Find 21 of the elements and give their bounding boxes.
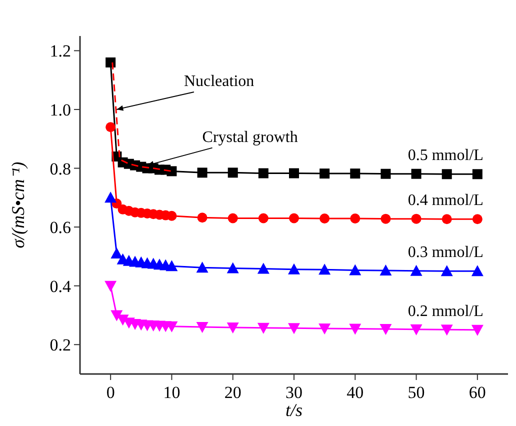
y-tick-label: 0.4 [50, 276, 72, 296]
series-label: 0.3 mmol/L [408, 244, 484, 262]
x-tick-label: 50 [408, 383, 425, 402]
x-tick-label: 0 [106, 383, 115, 402]
y-tick-label: 0.2 [50, 336, 71, 355]
y-axis-title: σ/(mS•cm⁻¹) [8, 162, 28, 248]
series-label: 0.4 mmol/L [408, 192, 484, 210]
annotation: Crystal growth [202, 128, 298, 146]
x-tick-label: 20 [224, 383, 242, 402]
x-tick-label: 10 [163, 383, 180, 402]
y-tick-label: 1.2 [50, 42, 71, 61]
series-label: 0.2 mmol/L [408, 302, 484, 320]
x-axis-title: t/s [285, 400, 303, 420]
x-tick-label: 40 [346, 383, 364, 402]
x-tick-label: 60 [468, 383, 486, 402]
y-tick-label: 0.8 [50, 159, 71, 178]
y-tick-label: 1.0 [50, 100, 71, 120]
y-tick-label: 0.6 [50, 218, 71, 238]
x-tick-label: 30 [286, 383, 302, 402]
series-label: 0.5 mmol/L [408, 147, 484, 164]
annotation: Nucleation [184, 72, 254, 90]
